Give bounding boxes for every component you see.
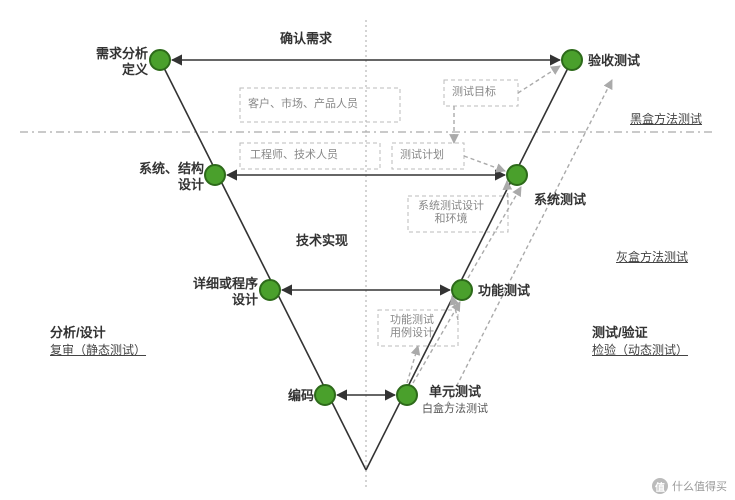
node-label-unit: 单元测试白盒方法测试 [422,384,488,416]
node-label-det-l: 详细或程序设计 [182,276,258,307]
box-text-b4: 测试计划 [400,149,444,162]
node-label-accept: 验收测试 [588,53,640,69]
section-left: 分析/设计 复审（静态测试） [50,322,146,358]
watermark-text: 什么值得买 [672,478,727,494]
label-tech: 技术实现 [296,230,348,249]
node-label-det-r: 功能测试 [478,283,530,299]
link-greybox[interactable]: 灰盒方法测试 [616,248,688,265]
link-blackbox[interactable]: 黑盒方法测试 [630,110,702,127]
node-label-sys-l: 系统、结构设计 [128,161,204,192]
box-text-b1: 客户、市场、产品人员 [248,98,358,111]
node-label-code: 编码 [280,388,314,404]
section-right: 测试/验证 检验（动态测试） [592,322,688,358]
node-label-req: 需求分析定义 [82,46,148,77]
box-text-b5: 系统测试设计和环境 [418,200,484,226]
box-text-b2: 测试目标 [452,86,496,99]
watermark-icon: 值 [652,478,668,494]
box-text-b6: 功能测试用例设计 [390,314,434,340]
box-text-b3: 工程师、技术人员 [250,149,338,162]
watermark: 值 什么值得买 [652,478,727,494]
label-confirm-req: 确认需求 [280,28,332,47]
node-label-sys-r: 系统测试 [534,192,586,208]
